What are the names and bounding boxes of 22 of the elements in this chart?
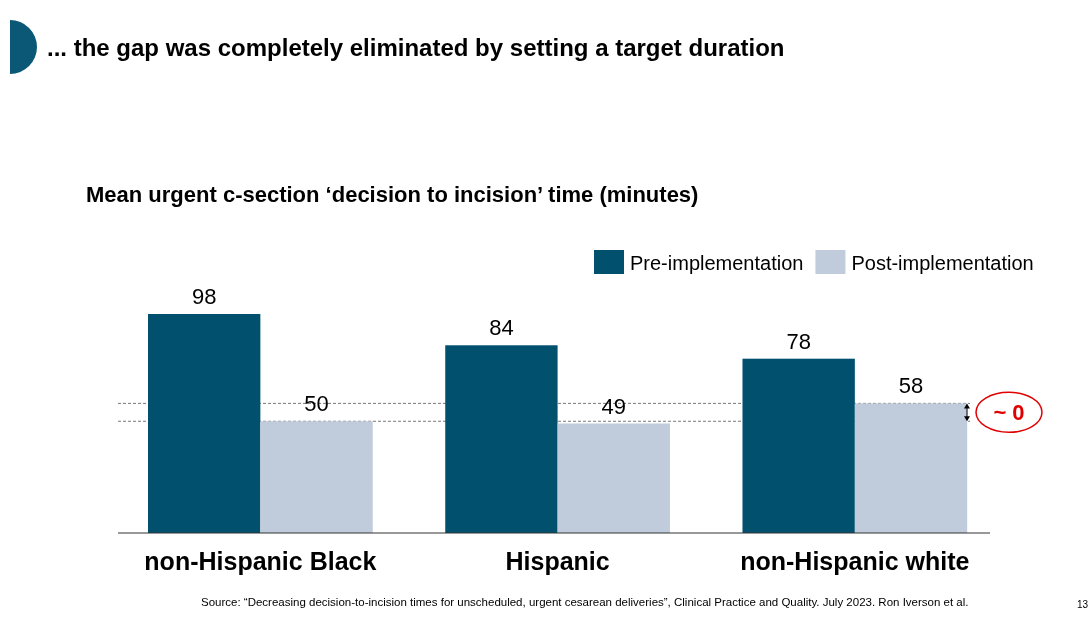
x-tick-label: non-Hispanic white bbox=[740, 547, 970, 575]
source-note: Source: “Decreasing decision-to-incision times for unscheduled, urgent cesarean deliveries”, Clinical Practice and Quality. July 2023. Ron Iverson et al. bbox=[201, 596, 969, 608]
data-label: 58 bbox=[898, 373, 924, 399]
text: ~ 0 bbox=[993, 400, 1025, 426]
bar bbox=[742, 358, 855, 533]
bar bbox=[260, 421, 373, 533]
data-label: 84 bbox=[489, 315, 514, 341]
chart-subtitle: Mean urgent c-section ‘decision to incision’ time (minutes) bbox=[86, 182, 699, 207]
x-tick-label: Hispanic bbox=[505, 547, 610, 575]
text: 13 bbox=[1077, 599, 1089, 610]
legend-label: Post-implementation bbox=[851, 252, 1034, 274]
data-label: 50 bbox=[304, 391, 329, 417]
data-label: 49 bbox=[601, 393, 627, 419]
x-tick-label: non-Hispanic Black bbox=[144, 547, 377, 575]
data-label: 78 bbox=[786, 328, 811, 354]
bar bbox=[148, 314, 261, 533]
legend-label: Pre-implementation bbox=[630, 252, 804, 274]
bar bbox=[854, 403, 968, 533]
bar bbox=[557, 423, 670, 533]
data-label: 98 bbox=[191, 284, 217, 309]
bar bbox=[445, 345, 558, 533]
chart-title: ... the gap was completely eliminated by setting a target duration bbox=[47, 34, 785, 61]
